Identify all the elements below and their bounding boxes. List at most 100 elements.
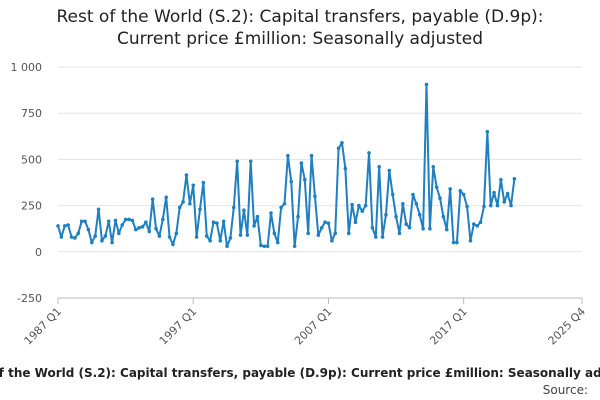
data-point (174, 231, 179, 236)
data-point (93, 234, 97, 238)
y-tick-label: 500 (21, 153, 42, 166)
data-point (468, 238, 473, 243)
data-point (191, 183, 196, 188)
data-point (181, 200, 185, 204)
data-point (455, 240, 459, 245)
data-point (59, 235, 64, 239)
data-point (326, 221, 331, 225)
data-point (465, 204, 469, 209)
data-point (127, 217, 131, 222)
data-point (272, 231, 277, 236)
data-point (106, 219, 111, 224)
data-point (177, 205, 182, 210)
data-point (346, 231, 351, 236)
data-point (424, 82, 429, 87)
data-point (279, 205, 283, 210)
data-point (461, 192, 466, 197)
data-point (357, 203, 361, 208)
data-point (265, 244, 270, 249)
data-point (103, 234, 108, 238)
data-point (282, 201, 287, 206)
data-point (248, 159, 253, 164)
data-point (164, 195, 168, 200)
data-line (57, 83, 516, 248)
x-tick-label: 2025 Q4 (546, 305, 589, 348)
data-point (133, 227, 138, 232)
data-point (66, 223, 70, 227)
data-point (123, 217, 128, 222)
data-point (428, 226, 432, 231)
data-point (309, 153, 314, 158)
data-point (208, 238, 212, 243)
data-point (492, 190, 496, 195)
data-point (56, 224, 60, 228)
data-point (79, 219, 84, 224)
data-point (353, 220, 358, 225)
data-point (262, 244, 267, 249)
data-point (505, 191, 510, 196)
data-point (292, 244, 297, 249)
data-point (360, 209, 365, 213)
data-point (444, 227, 449, 232)
data-point (184, 173, 189, 177)
data-point (242, 208, 246, 213)
data-point (117, 231, 121, 236)
data-point (299, 161, 304, 165)
data-point (499, 177, 503, 182)
data-point (482, 204, 486, 209)
data-point (204, 234, 209, 238)
x-tick-label: 1987 Q1 (22, 305, 65, 348)
data-point (228, 236, 233, 240)
data-point (451, 240, 456, 245)
data-point (377, 164, 381, 169)
data-point (157, 234, 162, 238)
x-tick-label: 1997 Q1 (157, 305, 200, 348)
data-point (434, 185, 439, 189)
data-point (475, 224, 480, 228)
data-point (502, 200, 507, 204)
data-point (144, 220, 148, 225)
data-point (367, 151, 371, 155)
data-point (363, 203, 368, 208)
data-point (211, 220, 216, 225)
data-point (438, 196, 442, 201)
data-point (113, 218, 118, 223)
data-point (188, 201, 192, 206)
x-tick-label: 2017 Q1 (427, 305, 470, 348)
data-point (306, 231, 310, 236)
data-point (83, 219, 87, 224)
data-point (478, 220, 483, 225)
y-tick-label: 250 (21, 200, 42, 213)
data-point (407, 225, 412, 230)
data-point (414, 201, 419, 206)
data-point (198, 207, 202, 212)
data-point (255, 214, 260, 219)
data-point (245, 233, 250, 237)
data-point (441, 214, 446, 219)
data-point (218, 238, 223, 243)
data-point (384, 213, 388, 217)
data-point (252, 224, 256, 228)
data-point (110, 240, 114, 245)
data-point (221, 219, 226, 224)
data-point (333, 231, 338, 236)
y-tick-label: -250 (17, 292, 42, 305)
data-point (431, 164, 436, 169)
data-point (231, 205, 236, 210)
data-point (86, 227, 91, 232)
data-point (238, 233, 243, 237)
data-point (390, 192, 395, 197)
data-point (336, 146, 341, 151)
data-point (225, 244, 229, 249)
data-point (130, 218, 135, 223)
data-point (275, 240, 280, 245)
y-tick-label: 750 (21, 107, 42, 120)
data-point (397, 231, 402, 236)
data-point (137, 225, 141, 230)
data-point (235, 159, 239, 164)
data-point (154, 226, 158, 231)
data-point (404, 222, 409, 226)
data-point (401, 201, 405, 206)
data-point (417, 213, 422, 217)
